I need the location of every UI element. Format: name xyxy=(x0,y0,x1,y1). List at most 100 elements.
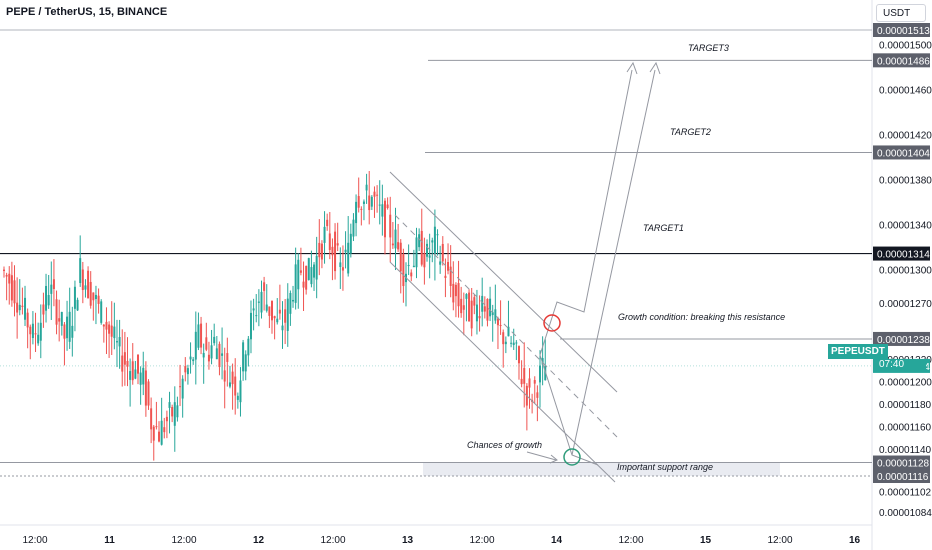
candle-body xyxy=(541,358,544,365)
candle-body xyxy=(428,255,431,258)
candle-body xyxy=(512,342,515,345)
time-tick-label: 12:00 xyxy=(767,535,792,546)
candle-body xyxy=(470,300,473,329)
time-tick-label: 12:00 xyxy=(320,535,345,546)
candle-body xyxy=(420,230,423,265)
candle-body xyxy=(5,274,8,277)
candle-body xyxy=(452,283,455,303)
time-tick-label: 16 xyxy=(849,535,861,546)
candle-body xyxy=(315,255,318,280)
candle-body xyxy=(339,262,342,268)
candle-body xyxy=(276,318,279,323)
candle-body xyxy=(121,355,124,372)
candle-body xyxy=(134,369,137,379)
candle-body xyxy=(510,342,513,344)
candle-body xyxy=(441,243,444,262)
candle-body xyxy=(299,270,302,273)
candle-body xyxy=(184,366,187,373)
candle-body xyxy=(58,318,61,322)
symbol-title: PEPE / TetherUS, 15, BINANCE xyxy=(6,6,168,18)
candle-body xyxy=(244,354,247,372)
candle-body xyxy=(176,405,179,418)
candle-body xyxy=(507,326,510,337)
candle-body xyxy=(197,324,200,348)
candle-body xyxy=(381,204,384,217)
candle-body xyxy=(460,298,463,314)
time-tick-label: 12:00 xyxy=(469,535,494,546)
candle-body xyxy=(278,309,281,314)
candle-body xyxy=(215,348,218,360)
candle-body xyxy=(228,382,231,387)
candle-body xyxy=(320,243,323,260)
candle-body xyxy=(81,269,84,291)
candle-body xyxy=(247,338,250,356)
candle-body xyxy=(389,214,392,238)
candle-body xyxy=(18,304,21,311)
candle-body xyxy=(66,316,69,339)
candle-body xyxy=(160,420,163,445)
currency-selector-button[interactable]: USDT xyxy=(876,4,926,22)
candle-body xyxy=(226,353,229,362)
candle-body xyxy=(34,333,37,335)
price-tick-label: 0.00001420 xyxy=(879,130,932,141)
candle-body xyxy=(152,426,155,441)
time-tick-label: 12:00 xyxy=(22,535,47,546)
candle-body xyxy=(137,354,139,374)
time-tick-label: 14 xyxy=(551,535,563,546)
candle-body xyxy=(257,301,260,303)
candle-body xyxy=(252,308,255,311)
candle-body xyxy=(73,286,76,309)
time-tick-label: 15 xyxy=(700,535,712,546)
time-tick-label: 12:00 xyxy=(618,535,643,546)
candle-body xyxy=(210,345,213,359)
candle-body xyxy=(454,284,457,297)
candle-body xyxy=(362,201,365,204)
candle-body xyxy=(129,371,132,380)
channel-mid-line xyxy=(394,214,618,438)
price-badge-label: 0.00001404 xyxy=(877,148,930,159)
candle-body xyxy=(289,292,292,314)
candle-body xyxy=(341,267,344,271)
candle-body xyxy=(447,261,450,271)
price-tick-label: 0.00001160 xyxy=(879,423,932,434)
candle-body xyxy=(271,301,273,321)
price-tick-label: 0.00001180 xyxy=(879,400,932,411)
price-tick-label: 0.00001340 xyxy=(879,220,932,231)
support-label: Important support range xyxy=(617,462,713,472)
price-tick-label: 0.00001102 xyxy=(879,488,932,499)
candle-body xyxy=(502,332,505,345)
candle-body xyxy=(3,269,5,271)
candle-body xyxy=(323,226,326,243)
candle-body xyxy=(305,265,308,290)
arrowhead-left xyxy=(626,61,638,75)
candle-body xyxy=(273,316,276,319)
time-tick-label: 11 xyxy=(104,535,115,546)
candle-body xyxy=(410,272,413,277)
candle-body xyxy=(139,372,142,385)
candle-body xyxy=(163,427,166,433)
candle-body xyxy=(260,291,263,313)
candle-body xyxy=(155,426,158,428)
candle-body xyxy=(21,305,24,307)
candle-body xyxy=(263,282,266,291)
candle-body xyxy=(292,299,295,302)
candle-body xyxy=(376,194,379,196)
price-tick-label: 0.00001500 xyxy=(879,41,932,52)
candle-body xyxy=(365,184,368,191)
candle-body xyxy=(475,304,478,322)
candle-body xyxy=(55,299,58,325)
candle-body xyxy=(150,408,153,430)
candle-body xyxy=(391,243,394,246)
price-badge-label: 0.00001116 xyxy=(877,472,929,483)
price-badge xyxy=(873,23,930,37)
candle-body xyxy=(26,312,29,328)
candle-body xyxy=(520,378,523,385)
candle-body xyxy=(189,356,192,360)
candle-body xyxy=(29,326,32,335)
candle-body xyxy=(433,226,436,255)
candle-body xyxy=(113,326,116,339)
candle-body xyxy=(494,309,497,321)
candle-body xyxy=(94,294,97,300)
candle-body xyxy=(415,237,418,268)
